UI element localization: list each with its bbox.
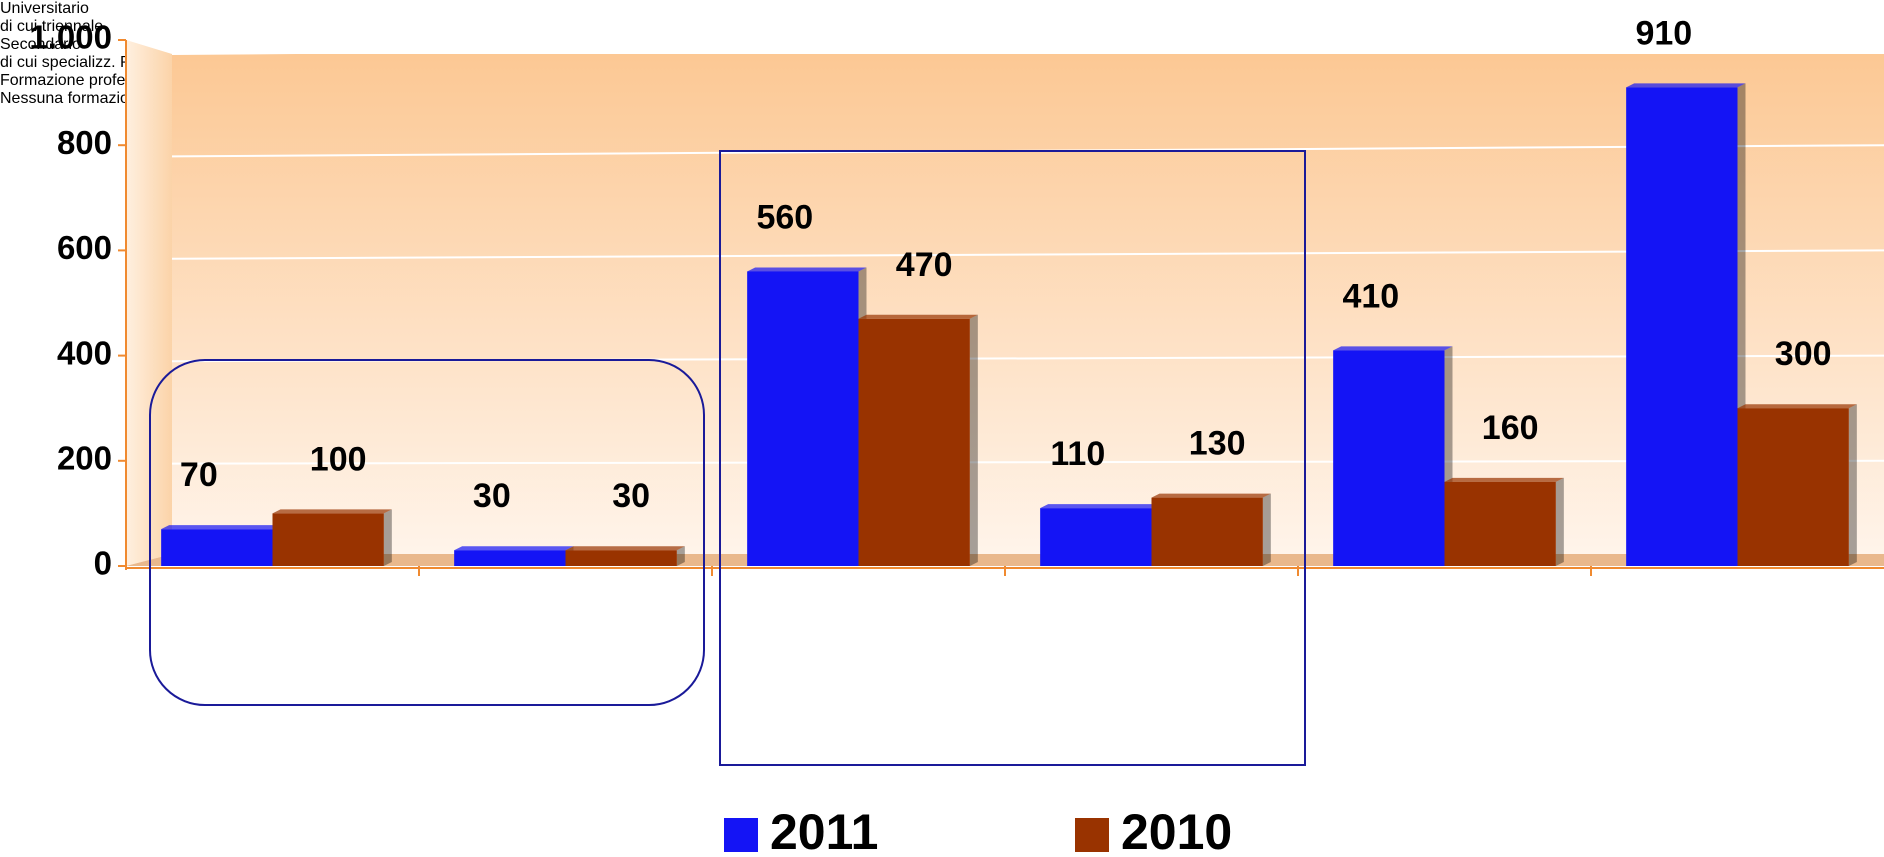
y-tick-label: 200	[57, 440, 112, 477]
bar-top	[1151, 493, 1271, 498]
side-wall	[126, 40, 172, 566]
bar-side	[1555, 477, 1564, 566]
bar-top	[272, 509, 392, 514]
back-wall	[172, 54, 1884, 554]
data-label: 30	[473, 477, 511, 515]
legend-swatch	[1075, 818, 1109, 852]
bar	[1444, 481, 1556, 566]
data-label: 110	[1050, 435, 1105, 473]
bar-top	[161, 525, 281, 530]
bar	[1737, 408, 1849, 566]
bar-top	[565, 546, 685, 551]
y-tick-label: 400	[57, 334, 112, 371]
grid-line	[171, 459, 1884, 465]
bar-top	[1737, 404, 1857, 409]
legend-label: 2010	[1121, 804, 1232, 857]
bar	[1151, 497, 1263, 566]
x-tick-label: Universitario	[0, 0, 89, 17]
data-label: 470	[896, 246, 953, 284]
highlight-box	[719, 150, 1306, 766]
bar-top	[454, 546, 574, 551]
data-label: 130	[1189, 425, 1246, 463]
y-tick-label: 600	[57, 229, 112, 266]
data-label: 70	[180, 456, 218, 494]
bar	[161, 529, 273, 566]
bar-side	[383, 509, 392, 566]
data-label: 910	[1635, 14, 1692, 52]
y-tick-label: 0	[94, 545, 112, 582]
bar	[1626, 87, 1738, 566]
data-label: 30	[612, 477, 650, 515]
highlight-box	[149, 359, 705, 706]
data-label: 300	[1775, 335, 1832, 373]
bar-side	[676, 546, 685, 566]
bar	[565, 550, 677, 566]
bar-top	[747, 267, 867, 272]
bar-top	[1040, 504, 1160, 509]
bar-side	[1262, 493, 1271, 566]
x-tick-label: Secondario	[0, 36, 81, 53]
bar	[454, 550, 566, 566]
y-tick-label: 800	[57, 124, 112, 161]
bar	[858, 318, 970, 566]
bar-top	[1333, 346, 1453, 351]
bar-side	[969, 314, 978, 566]
data-label: 410	[1342, 277, 1399, 315]
bar	[1333, 350, 1445, 566]
bar	[1040, 508, 1152, 566]
grid-line	[171, 39, 1884, 55]
grid-line	[171, 249, 1884, 260]
data-label: 560	[756, 198, 813, 236]
data-label: 100	[310, 440, 367, 478]
legend-label: 2011	[770, 804, 878, 857]
bar	[747, 271, 859, 566]
y-tick-label: 1.000	[29, 19, 112, 56]
bar-top	[858, 314, 978, 319]
bar-top	[1444, 477, 1564, 482]
bar	[272, 513, 384, 566]
bar-top	[1626, 83, 1746, 88]
legend-swatch	[724, 818, 758, 852]
data-label: 160	[1482, 409, 1539, 447]
x-tick-label: di cui triennale	[0, 18, 104, 35]
bar-side	[1848, 404, 1857, 566]
